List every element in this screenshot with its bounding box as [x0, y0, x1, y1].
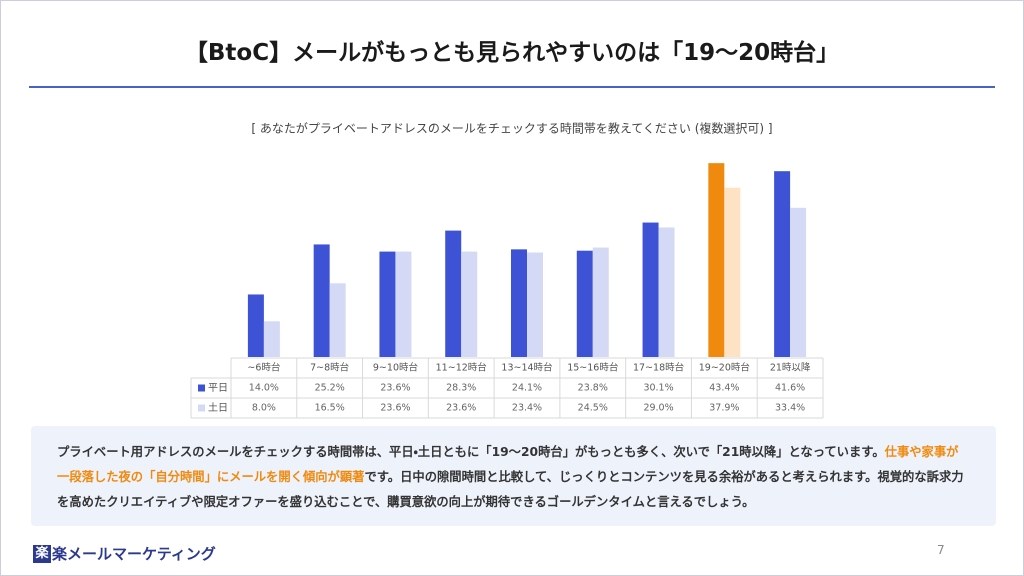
- summary-text: プライベート用アドレスのメールをチェックする時間帯は、平日・土日ともに「19～2…: [57, 445, 885, 459]
- slide-title: 【BtoC】メールがもっとも見られやすいのは「19～20時台」: [184, 40, 840, 66]
- bar: [445, 230, 462, 357]
- category-label: 19~20時台: [699, 362, 751, 374]
- value-label: 29.0%: [643, 403, 673, 414]
- legend-label: 平日: [208, 383, 228, 394]
- value-label: 23.4%: [512, 403, 542, 414]
- chart: [ あなたがプライベートアドレスのメールをチェックする時間帯を教えてください (…: [190, 121, 824, 419]
- value-label: 43.4%: [709, 383, 739, 394]
- bar: [576, 250, 593, 357]
- value-label: 16.5%: [315, 403, 345, 414]
- category-label: 21時以降: [770, 362, 811, 374]
- category-label: 7~8時台: [310, 362, 350, 374]
- value-label: 24.5%: [578, 403, 608, 414]
- value-label: 8.0%: [252, 403, 276, 414]
- bar: [461, 251, 478, 357]
- value-label: 14.0%: [249, 383, 279, 394]
- bar: [642, 222, 659, 357]
- category-label: 11~12時台: [436, 362, 488, 374]
- bar: [790, 207, 807, 357]
- category-label: 15~16時台: [567, 362, 619, 374]
- value-label: 37.9%: [709, 403, 739, 414]
- bar: [395, 251, 412, 357]
- bar: [527, 252, 543, 357]
- value-label: 23.6%: [380, 383, 410, 394]
- summary-box: プライベート用アドレスのメールをチェックする時間帯は、平日・土日ともに「19～2…: [31, 426, 996, 526]
- logo-icon: 楽: [33, 544, 51, 563]
- value-label: 23.6%: [446, 403, 476, 414]
- summary-highlight: 仕事や家事が一段落した夜の「自分時間」にメールを開く傾向が顕著: [57, 445, 959, 484]
- bar: [708, 163, 725, 357]
- bar: [313, 244, 330, 357]
- value-label: 23.6%: [380, 403, 410, 414]
- value-label: 28.3%: [446, 383, 476, 394]
- category-label: 9~10時台: [373, 362, 419, 374]
- chart-subtitle: [ あなたがプライベートアドレスのメールをチェックする時間帯を教えてください (…: [251, 121, 772, 136]
- value-label: 30.1%: [643, 383, 673, 394]
- category-label: 17~18時台: [633, 362, 685, 374]
- bar: [379, 251, 396, 357]
- legend-swatch: [198, 404, 205, 412]
- category-label: ~6時台: [247, 362, 281, 374]
- bar: [592, 247, 609, 357]
- title-rule: [29, 86, 995, 88]
- logo-text: 楽メールマーケティング: [52, 545, 216, 563]
- page-number: 7: [937, 543, 945, 557]
- bar: [247, 294, 264, 357]
- category-label: 13~14時台: [501, 362, 553, 374]
- value-label: 23.8%: [578, 383, 608, 394]
- bar: [724, 187, 741, 357]
- value-label: 33.4%: [775, 403, 805, 414]
- legend-label: 土日: [208, 401, 228, 414]
- value-label: 25.2%: [315, 383, 345, 394]
- value-label: 24.1%: [512, 383, 542, 394]
- bar: [329, 283, 346, 357]
- legend-swatch: [198, 384, 205, 392]
- bar: [658, 227, 675, 357]
- bar: [511, 249, 527, 357]
- bar: [263, 321, 280, 357]
- value-label: 41.6%: [775, 383, 805, 394]
- logo: 楽楽メールマーケティング: [33, 543, 216, 564]
- summary-text: です。日中の隙間時間と比較して、じっくりとコンテンツを見る余裕があると考えられま…: [57, 470, 964, 509]
- bar: [774, 171, 791, 357]
